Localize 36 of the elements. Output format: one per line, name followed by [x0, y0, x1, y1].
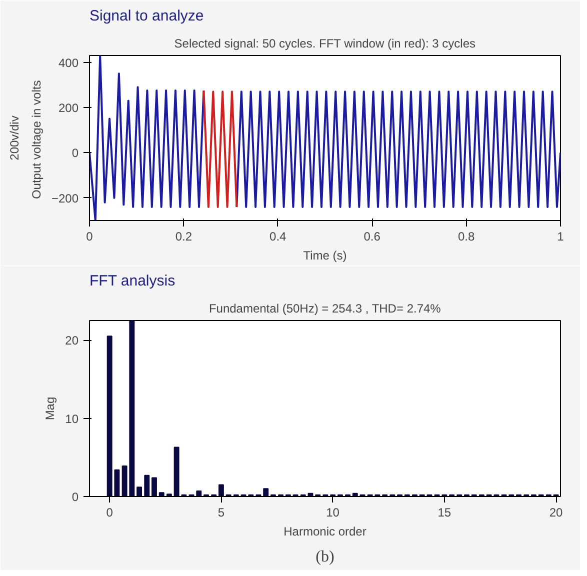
bar: [263, 488, 269, 496]
y-tick-label: 20: [65, 334, 79, 348]
chart-subtitle: Fundamental (50Hz) = 254.3 , THD= 2.74%: [208, 302, 442, 316]
y-tick-label: 200: [58, 100, 79, 115]
x-tick-label: 0: [86, 230, 94, 244]
x-tick-label: 0.6: [364, 230, 381, 244]
x-tick-label: 5: [218, 506, 225, 520]
chart-title: FFT analysis: [90, 272, 176, 290]
y-tick-label: −200: [51, 191, 79, 206]
x-axis-title: Harmonic order: [284, 524, 366, 538]
text: 200v/div: [8, 116, 22, 160]
chart-title: Signal to analyze: [90, 8, 204, 24]
y-axis-title: Mag: [43, 396, 58, 420]
text: (b): [316, 548, 334, 566]
x-tick-label: 10: [326, 506, 340, 520]
bar: [144, 474, 150, 496]
x-tick-label: 0.8: [458, 230, 475, 244]
x-tick-label: 0.4: [270, 230, 287, 244]
x-tick-label: 1: [557, 230, 564, 244]
bar: [218, 484, 224, 496]
chart-subtitle: Selected signal: 50 cycles. FFT window (in red): 3 cycles: [174, 36, 476, 50]
y-tick-label: 400: [58, 56, 79, 70]
y-tick-label: 0: [72, 146, 79, 160]
x-tick-label: 15: [438, 506, 452, 520]
bar: [158, 492, 164, 496]
bar: [152, 477, 157, 496]
y-tick-label: 10: [65, 412, 79, 426]
bar: [166, 494, 172, 496]
bar: [196, 490, 202, 496]
y-axis-title: Output voltage in volts: [29, 80, 44, 200]
bar: [136, 486, 142, 496]
x-tick-label: 0: [106, 506, 114, 520]
x-tick-label: 0.2: [175, 230, 192, 244]
x-tick-label: 20: [549, 506, 564, 520]
x-axis-title: Time (s): [303, 248, 347, 262]
y-tick-label: 0: [72, 490, 79, 504]
